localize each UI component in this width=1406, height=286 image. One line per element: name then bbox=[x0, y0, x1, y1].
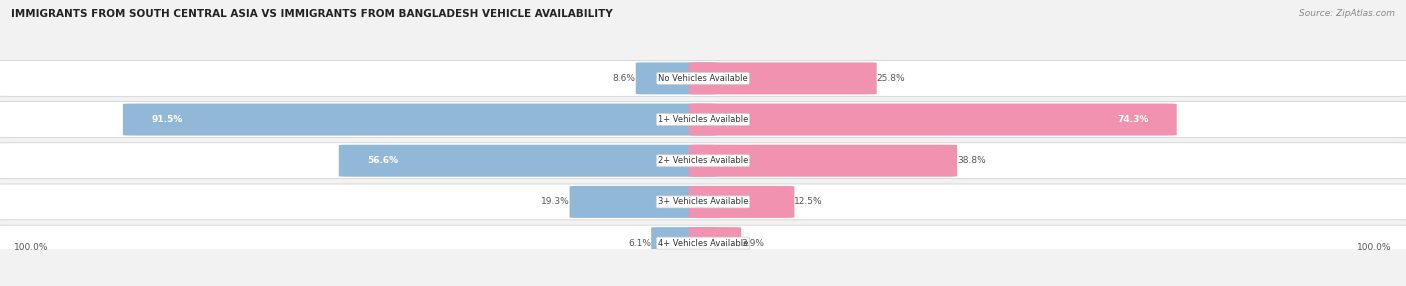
Text: 100.0%: 100.0% bbox=[14, 243, 49, 252]
FancyBboxPatch shape bbox=[689, 227, 741, 259]
Text: 38.8%: 38.8% bbox=[957, 156, 986, 165]
FancyBboxPatch shape bbox=[122, 104, 717, 136]
Text: 25.8%: 25.8% bbox=[877, 74, 905, 83]
FancyBboxPatch shape bbox=[689, 104, 1177, 136]
Text: 74.3%: 74.3% bbox=[1118, 115, 1149, 124]
Text: 6.1%: 6.1% bbox=[628, 239, 651, 248]
FancyBboxPatch shape bbox=[339, 145, 717, 177]
Text: Source: ZipAtlas.com: Source: ZipAtlas.com bbox=[1299, 9, 1395, 17]
Text: 8.6%: 8.6% bbox=[613, 74, 636, 83]
Text: 91.5%: 91.5% bbox=[150, 115, 183, 124]
FancyBboxPatch shape bbox=[689, 186, 794, 218]
FancyBboxPatch shape bbox=[0, 102, 1406, 138]
FancyBboxPatch shape bbox=[0, 184, 1406, 220]
Text: 12.5%: 12.5% bbox=[794, 197, 823, 206]
FancyBboxPatch shape bbox=[569, 186, 717, 218]
Text: 1+ Vehicles Available: 1+ Vehicles Available bbox=[658, 115, 748, 124]
Text: 19.3%: 19.3% bbox=[541, 197, 569, 206]
Text: 100.0%: 100.0% bbox=[1357, 243, 1392, 252]
FancyBboxPatch shape bbox=[689, 62, 877, 94]
FancyBboxPatch shape bbox=[636, 62, 717, 94]
Text: No Vehicles Available: No Vehicles Available bbox=[658, 74, 748, 83]
FancyBboxPatch shape bbox=[0, 143, 1406, 179]
FancyBboxPatch shape bbox=[0, 60, 1406, 96]
Text: 3.9%: 3.9% bbox=[741, 239, 765, 248]
Text: 4+ Vehicles Available: 4+ Vehicles Available bbox=[658, 239, 748, 248]
Text: 56.6%: 56.6% bbox=[367, 156, 398, 165]
Text: 2+ Vehicles Available: 2+ Vehicles Available bbox=[658, 156, 748, 165]
FancyBboxPatch shape bbox=[689, 145, 957, 177]
FancyBboxPatch shape bbox=[651, 227, 717, 259]
Text: IMMIGRANTS FROM SOUTH CENTRAL ASIA VS IMMIGRANTS FROM BANGLADESH VEHICLE AVAILAB: IMMIGRANTS FROM SOUTH CENTRAL ASIA VS IM… bbox=[11, 9, 613, 19]
FancyBboxPatch shape bbox=[0, 225, 1406, 261]
Text: 3+ Vehicles Available: 3+ Vehicles Available bbox=[658, 197, 748, 206]
